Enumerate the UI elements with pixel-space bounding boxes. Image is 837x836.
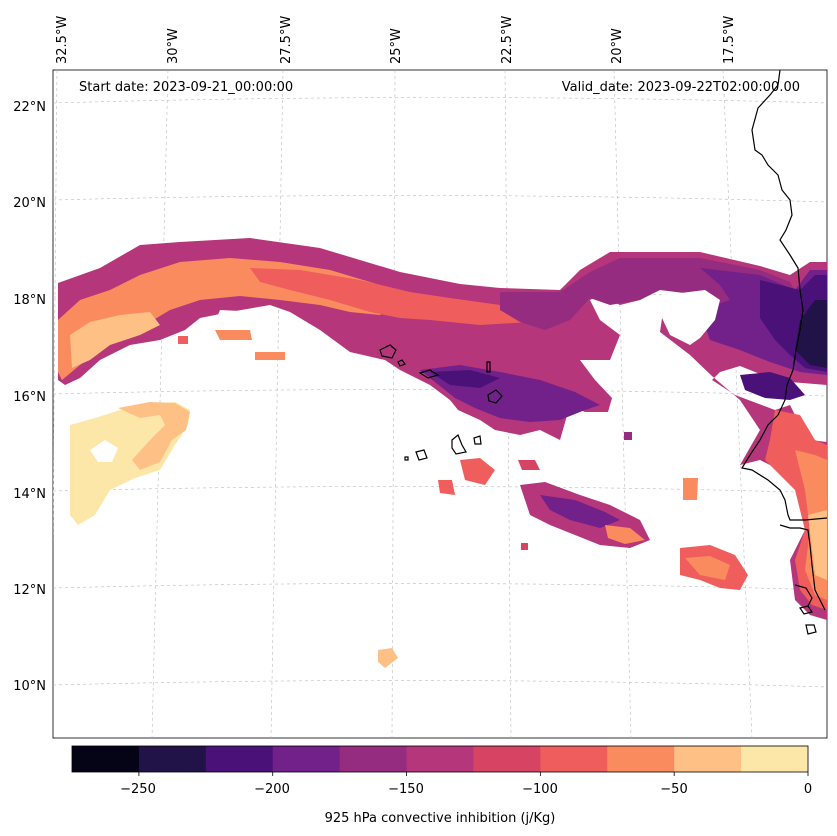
- cape-verde-sao-nicolau: [418, 369, 440, 379]
- colorbar-tick-label-minus-150: −150: [388, 782, 424, 797]
- africa-coastline: [741, 70, 827, 521]
- masked-area-a: [662, 290, 720, 345]
- colorbar-tick-label-minus-100: −100: [522, 782, 558, 797]
- guinea-bissau-coast: [794, 584, 813, 607]
- colorbar-segment: [138, 746, 207, 772]
- bijagos-islands: [799, 605, 817, 635]
- cin-contour-west-hole: [90, 440, 118, 462]
- colorbar-segment: [674, 746, 742, 772]
- valid-date-label: Valid_date: 2023-09-22T02:00:00.00: [562, 80, 800, 95]
- map-panel: [52, 69, 828, 739]
- cin-contour-patch-south-a-purple: [540, 495, 620, 528]
- cape-verde-boa-vista: [487, 389, 503, 404]
- lat-label-12n: 12°N: [13, 583, 46, 598]
- cin-contour-west-yellow-peach: [118, 402, 190, 470]
- lat-label-22n: 22°N: [13, 100, 46, 115]
- colorbar-segment: [72, 746, 140, 772]
- lon-label-17-5w: 17.5°W: [722, 16, 737, 64]
- cin-contour-patch-south-i: [378, 648, 398, 668]
- colorbar-segment: [741, 746, 809, 772]
- map-frame: [52, 69, 828, 739]
- cin-contour-patch-south-d: [518, 460, 540, 470]
- parallel-10n: [53, 680, 827, 688]
- cin-contour-patch-south-g: [521, 543, 528, 550]
- cin-contour-lower-mid-indigo: [430, 370, 500, 388]
- lon-label-20w: 20°W: [610, 28, 625, 64]
- lat-label-20n: 20°N: [13, 196, 46, 211]
- lat-label-16n: 16°N: [13, 390, 46, 405]
- cin-contour-patch-south-c: [460, 458, 495, 485]
- cin-contour-patch-south-a-orange: [605, 525, 645, 544]
- cin-contour-band-west-peach: [70, 312, 160, 368]
- colorbar-segment: [205, 746, 274, 772]
- colorbar-tick-label-minus-50: −50: [660, 782, 687, 797]
- parallel-16n: [53, 389, 827, 397]
- colorbar-tick-label-0: 0: [804, 782, 812, 797]
- cin-contour-patch-north-a: [215, 330, 252, 340]
- cape-verde-santiago: [451, 434, 467, 455]
- cape-verde-brava: [404, 456, 409, 461]
- cin-contour-patch-north-c: [178, 336, 188, 344]
- map-content: [53, 70, 827, 738]
- colorbar-tick-label-minus-250: −250: [120, 782, 156, 797]
- cin-contour-coastal-east-dark: [740, 372, 805, 400]
- cin-contour-patch-south-h: [624, 432, 632, 440]
- cape-verde-sal: [486, 361, 491, 373]
- lat-label-18n: 18°N: [13, 293, 46, 308]
- coastlines: [379, 70, 827, 635]
- cape-verde-santo-antao: [379, 344, 397, 359]
- start-date-label: Start date: 2023-09-21_00:00:00: [79, 80, 293, 95]
- cin-contour-coastal-east-peach: [808, 510, 827, 580]
- parallel-12n: [53, 583, 827, 591]
- cin-contours: [58, 238, 827, 668]
- colorbar-segment: [406, 746, 474, 772]
- cin-contour-band-mid-red: [250, 268, 540, 325]
- colorbar-segment: [540, 746, 608, 772]
- parallel-22n: [53, 97, 827, 104]
- colorbar-frame: [71, 745, 809, 773]
- lat-label-10n: 10°N: [13, 679, 46, 694]
- colorbar: [72, 746, 809, 776]
- colorbar-segment: [272, 746, 341, 772]
- parallel-20n: [53, 195, 827, 203]
- masked-area-b: [215, 310, 262, 328]
- lon-label-32-5w: 32.5°W: [55, 16, 70, 64]
- africa-coastline-south: [779, 524, 826, 611]
- colorbar-segment: [607, 746, 675, 772]
- colorbar-segment: [473, 746, 541, 772]
- cin-contour-patch-south-f: [683, 478, 698, 500]
- colorbar-segment: [339, 746, 408, 772]
- cape-verde-fogo: [415, 449, 428, 461]
- parallel-14n: [53, 486, 827, 494]
- colorbar-tick-label-minus-200: −200: [254, 782, 290, 797]
- longitude-labels: 32.5°W 30°W 27.5°W 25°W 22.5°W 20°W 17.5…: [55, 16, 737, 64]
- cape-verde-sao-vicente: [397, 359, 406, 367]
- cin-contour-patch-south-b-orange: [685, 556, 730, 580]
- cin-contour-patch-north-b: [255, 352, 285, 360]
- lon-label-30w: 30°W: [166, 28, 181, 64]
- lat-label-14n: 14°N: [13, 487, 46, 502]
- lon-label-22-5w: 22.5°W: [500, 16, 515, 64]
- latitude-labels: 22°N 20°N 18°N 16°N 14°N 12°N 10°N: [13, 100, 46, 694]
- masked-areas: [215, 290, 720, 345]
- lon-label-27-5w: 27.5°W: [279, 16, 294, 64]
- cin-contour-band-east-dark: [795, 300, 827, 368]
- lon-label-25w: 25°W: [389, 28, 404, 64]
- colorbar-ticks: −250 −200 −150 −100 −50 0: [120, 782, 812, 797]
- cape-verde-maio: [473, 435, 482, 445]
- colorbar-label: 925 hPa convective inhibition (j/Kg): [325, 811, 556, 826]
- cin-contour-patch-south-e: [438, 480, 455, 495]
